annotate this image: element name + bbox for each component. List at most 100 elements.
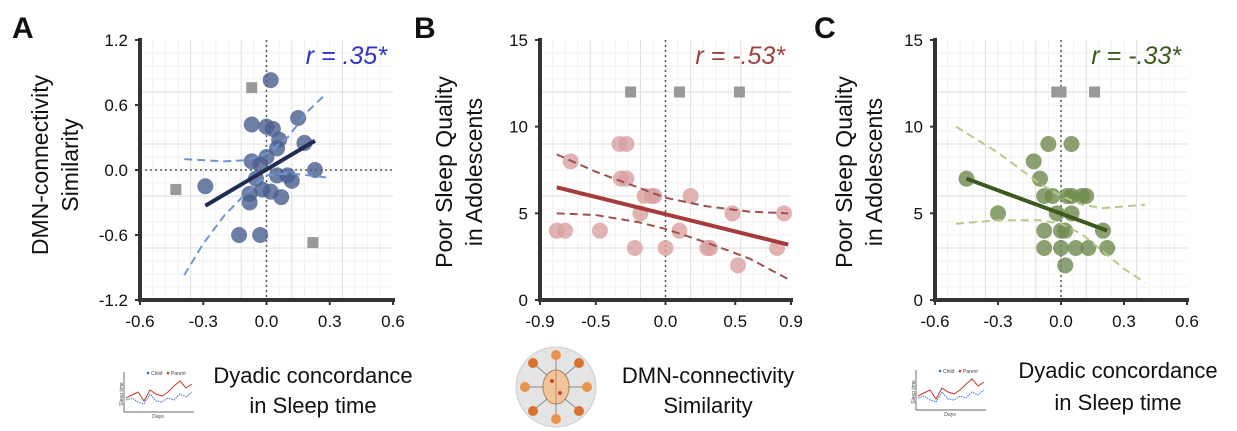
data-point	[682, 188, 699, 204]
outlier-point	[733, 86, 745, 98]
y-tick-label: 15	[904, 31, 923, 50]
x-tick-label: 0.3	[318, 312, 342, 331]
panel-a: A DMN-connectivity Similarity -0.6 -0.3 0.…	[12, 12, 413, 420]
y-tick-label: 10	[509, 118, 528, 137]
xlabel-line2-a: in Sleep time	[249, 393, 376, 418]
x-tick-label: -0.6	[125, 312, 154, 331]
ci-upper-line	[556, 153, 789, 215]
plot-area-c: -0.6 -0.3 0.0 0.3 0.6 15 10 5 0 r = -.33*	[904, 31, 1199, 331]
data-point	[241, 185, 258, 202]
inset-ylabel-c: Sleep time	[911, 380, 917, 404]
outlier-point	[673, 86, 685, 98]
x-tick-label: 0.6	[1175, 312, 1199, 331]
panel-label-a: A	[12, 12, 34, 45]
data-point	[1057, 222, 1074, 239]
outlier-point	[307, 237, 319, 249]
data-point	[1057, 257, 1074, 274]
data-point	[283, 172, 300, 189]
data-point	[1032, 170, 1048, 187]
y-tick-label: 10	[904, 118, 923, 137]
data-point	[591, 222, 608, 239]
panel-c: C Poor Sleep Quality in Adolescents -0.6…	[814, 12, 1218, 418]
y-tick-label: -1.2	[99, 291, 128, 310]
x-tick-label: 0.0	[1049, 312, 1073, 331]
x-tick-label: -0.5	[581, 312, 610, 331]
data-point	[730, 257, 747, 274]
sleep-time-line-icon: Child Parent Days Sleep time	[911, 366, 988, 418]
data-point	[1080, 240, 1097, 256]
y-tick-label: 0	[519, 291, 528, 310]
correlation-annotation: r = -.53*	[695, 42, 786, 70]
inset-xlabel-a: Days	[152, 414, 164, 420]
data-point	[1099, 240, 1116, 256]
ylabel-line1-b: Poor Sleep Quality	[431, 76, 457, 268]
inset-legend-child-c: Child	[943, 369, 955, 375]
data-point	[626, 240, 643, 256]
outlier-point	[170, 184, 182, 195]
outlier-point	[246, 82, 258, 94]
plot-area-b: -0.9 -0.5 0.0 0.5 0.9 15 10 5 0 r = -.53*	[509, 31, 803, 331]
x-tick-label: 0.0	[255, 312, 279, 331]
inset-ylabel-a: Sleep time	[119, 382, 125, 406]
data-point	[646, 188, 663, 204]
x-tick-label: -0.6	[920, 312, 949, 331]
data-point	[1036, 222, 1053, 239]
inset-legend-parent-c: Parent	[963, 369, 978, 375]
ci-lower-line	[183, 172, 328, 276]
panel-b: B Poor Sleep Quality in Adolescents -0.9…	[414, 12, 803, 428]
regression-line	[965, 176, 1108, 233]
ylabel-line2-a: Similarity	[57, 118, 83, 212]
data-point	[306, 162, 323, 178]
y-tick-label: 5	[914, 204, 923, 223]
y-tick-label: 15	[509, 31, 528, 50]
inset-legend-child-a: Child	[151, 371, 163, 377]
x-tick-label: -0.9	[525, 312, 554, 331]
data-point	[1078, 188, 1095, 204]
data-point	[671, 222, 688, 239]
data-point	[262, 72, 279, 89]
data-point	[258, 149, 275, 165]
xlabel-line2-b: Similarity	[663, 393, 752, 418]
x-tick-label: -0.3	[983, 312, 1012, 331]
inset-legend-parent-a: Parent	[171, 371, 186, 377]
data-point	[1063, 188, 1080, 204]
data-point	[1036, 240, 1053, 256]
data-point	[618, 136, 635, 152]
ylabel-line2-b: in Adolescents	[461, 98, 487, 246]
x-tick-label: 0.3	[1112, 312, 1136, 331]
ci-lower-line	[556, 212, 789, 281]
x-tick-label: 0.0	[654, 312, 678, 331]
y-tick-label: 0.0	[104, 161, 128, 180]
data-point	[243, 116, 260, 133]
brain-network-icon	[515, 346, 597, 428]
data-point	[1053, 240, 1069, 256]
regression-line	[556, 185, 789, 247]
outlier-point	[1055, 86, 1067, 98]
x-tick-label: 0.5	[723, 312, 747, 331]
data-point	[271, 131, 288, 148]
data-point	[231, 227, 248, 243]
data-point	[197, 178, 214, 195]
outlier-point	[1089, 86, 1101, 98]
data-point	[724, 205, 741, 222]
data-point	[1067, 240, 1084, 256]
y-tick-label: 1.2	[104, 31, 128, 50]
xlabel-line1-b: DMN-connectivity	[622, 363, 794, 388]
inset-xlabel-c: Days	[944, 412, 956, 418]
data-point	[1063, 136, 1080, 152]
x-tick-label: 0.6	[381, 312, 405, 331]
x-tick-label: -0.3	[189, 312, 218, 331]
data-point	[702, 240, 719, 256]
y-tick-label: 0.6	[104, 96, 128, 115]
regression-line	[204, 139, 317, 208]
sleep-time-line-icon: Child Parent Days Sleep time	[119, 368, 196, 420]
data-point	[990, 205, 1006, 222]
data-point	[1025, 153, 1042, 170]
y-tick-label: 0	[914, 291, 923, 310]
ci-upper-line	[955, 125, 1146, 210]
panel-label-b: B	[414, 12, 436, 45]
ylabel-line2-c: in Adolescents	[861, 98, 887, 246]
data-point	[252, 227, 269, 243]
x-tick-label: 0.9	[779, 312, 803, 331]
